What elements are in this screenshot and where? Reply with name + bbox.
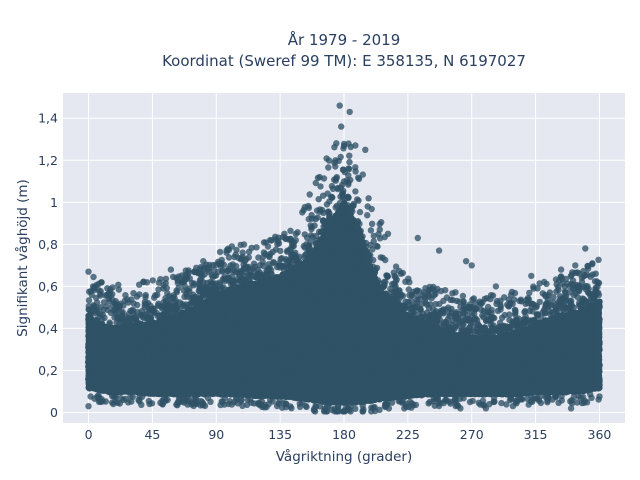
x-tick-label: 180 xyxy=(332,427,356,442)
y-tick-label: 1 xyxy=(50,195,58,210)
x-tick-label: 225 xyxy=(396,427,420,442)
chart-title-line2: Koordinat (Sweref 99 TM): E 358135, N 61… xyxy=(162,52,526,70)
y-tick-label: 0,2 xyxy=(38,363,58,378)
x-tick-label: 135 xyxy=(268,427,292,442)
chart-title-line1: År 1979 - 2019 xyxy=(288,30,401,49)
y-tick-label: 1,4 xyxy=(38,111,58,126)
y-tick-label: 1,2 xyxy=(38,153,58,168)
y-tick-label: 0 xyxy=(50,405,58,420)
y-tick-label: 0,6 xyxy=(38,279,58,294)
x-tick-label: 315 xyxy=(524,427,548,442)
x-tick-label: 45 xyxy=(144,427,160,442)
x-tick-label: 90 xyxy=(208,427,224,442)
x-tick-label: 0 xyxy=(85,427,93,442)
y-tick-label: 0,8 xyxy=(38,237,58,252)
x-tick-label: 270 xyxy=(460,427,484,442)
x-tick-label: 360 xyxy=(588,427,612,442)
y-tick-label: 0,4 xyxy=(38,321,58,336)
